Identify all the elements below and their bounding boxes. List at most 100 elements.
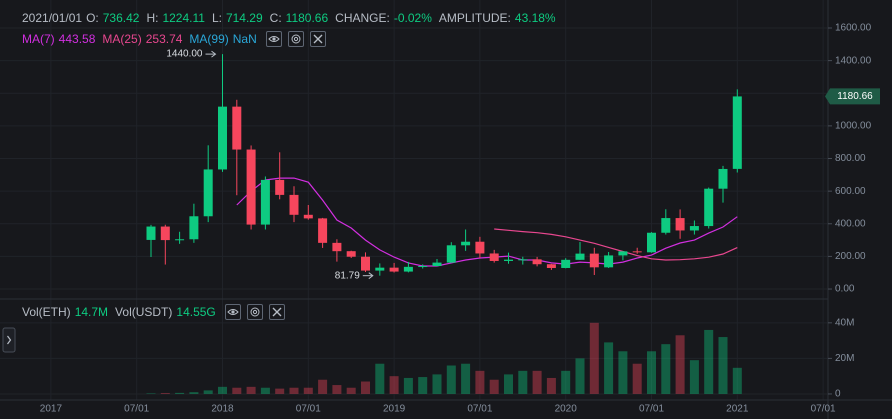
annotation-arrowhead (211, 50, 217, 58)
close-button[interactable] (268, 304, 285, 320)
volume-bar (675, 335, 685, 394)
x-tick-label: 07/01 (639, 404, 664, 415)
volume-bar (604, 342, 614, 394)
ma-value: NaN (232, 32, 257, 46)
volume-bar (318, 379, 328, 394)
ohlc-legend: 2021/01/01 O: 736.42 H: 1224.11 L: 714.29 C: 118… (22, 11, 559, 25)
date: 2021/01/01 (22, 11, 83, 25)
candle-body (246, 149, 256, 225)
legend-label: CHANGE: (335, 11, 390, 25)
candle-body (504, 259, 513, 261)
legend-value: 714.29 (225, 11, 263, 25)
candle-body (146, 226, 156, 240)
volume-bar (518, 370, 528, 394)
legend-label: AMPLITUDE: (438, 11, 511, 25)
candle-body (546, 264, 556, 268)
y2-tick-label: 20M (835, 353, 854, 364)
candle-body (289, 194, 299, 215)
ma-name: MA(99) (189, 32, 229, 46)
candle-body (432, 262, 442, 267)
volume-bar (160, 393, 170, 394)
volume-bar (504, 374, 513, 394)
x-tick-label: 2020 (555, 404, 578, 415)
y-tick-label: 800.00 (835, 153, 866, 164)
volume-bar (546, 377, 556, 394)
ma-line (236, 177, 738, 267)
x-tick-label: 2017 (40, 404, 63, 415)
volume-bar (432, 374, 442, 394)
ma-name: MA(7) (22, 32, 55, 46)
candle-body (689, 226, 699, 231)
candle-body (160, 226, 170, 241)
legend-label: Vol(ETH) (22, 305, 71, 319)
gear-button[interactable] (246, 304, 263, 320)
volume-bar (246, 386, 256, 394)
ma-legend: MA(7) 443.58 MA(25) 253.74 MA(99) NaN (22, 31, 326, 47)
candle-body (332, 242, 342, 252)
candle-body (175, 239, 185, 241)
volume-bar (446, 365, 456, 394)
volume-bar (361, 381, 370, 394)
candle-body (532, 259, 542, 265)
volume-bar (618, 351, 628, 394)
candle-body (203, 169, 213, 217)
x-tick-label: 2019 (383, 404, 406, 415)
close-button[interactable] (309, 31, 326, 47)
legend-value: 736.42 (102, 11, 140, 25)
price-tag-label: 1180.66 (837, 91, 873, 102)
candle-body (189, 216, 199, 240)
volume-bar (589, 322, 599, 394)
candle-body (475, 241, 485, 254)
annotation-arrowhead (368, 272, 374, 280)
x-tick-label: 07/01 (467, 404, 492, 415)
collapse-button[interactable] (2, 327, 16, 353)
volume-bar (375, 363, 385, 394)
ma-value: 443.58 (58, 32, 96, 46)
candle-body (461, 241, 471, 246)
volume-bar (561, 370, 571, 394)
x-tick-label: 07/01 (296, 404, 321, 415)
legend-label: L: (211, 11, 222, 25)
gear-button[interactable] (287, 31, 304, 47)
legend-value: 14.55G (176, 305, 216, 319)
candle-body (704, 188, 714, 227)
candle-body (618, 251, 628, 256)
volume-bar (189, 392, 199, 394)
volume-bar (647, 351, 656, 394)
collapse-icon (7, 335, 12, 345)
eye-button[interactable] (224, 304, 241, 320)
legend-value: 43.18% (514, 11, 556, 25)
volume-bar (704, 329, 714, 394)
x-tick-label: 07/01 (811, 404, 836, 415)
legend-label: H: (146, 11, 159, 25)
volume-bar (203, 390, 213, 394)
candle-body (218, 106, 227, 170)
candle-body (718, 168, 728, 189)
ma-name: MA(25) (102, 32, 142, 46)
candle-body (446, 245, 456, 263)
volume-bar (332, 385, 342, 394)
eye-button[interactable] (265, 31, 282, 47)
volume-bar (403, 377, 413, 394)
y-tick-label: 1600.00 (835, 23, 872, 34)
candle-body (318, 218, 328, 243)
volume-bar (389, 376, 399, 394)
volume-bar (461, 363, 471, 394)
y-tick-label: 1400.00 (835, 55, 872, 66)
price-tag (825, 88, 880, 105)
candle-body (418, 266, 428, 268)
candle-body (403, 266, 413, 272)
candle-body (275, 179, 285, 195)
candle-body (375, 267, 385, 271)
y2-tick-label: 0 (835, 389, 841, 400)
volume-bar (532, 370, 542, 394)
y-tick-label: 200.00 (835, 251, 866, 262)
candle-body (661, 218, 671, 233)
volume-bar (303, 387, 313, 394)
legend-label: O: (86, 11, 99, 25)
candle-body (647, 232, 656, 253)
volume-bar (475, 370, 485, 394)
y-tick-label: 0.00 (835, 284, 855, 295)
legend-label: Vol(USDT) (115, 305, 173, 319)
